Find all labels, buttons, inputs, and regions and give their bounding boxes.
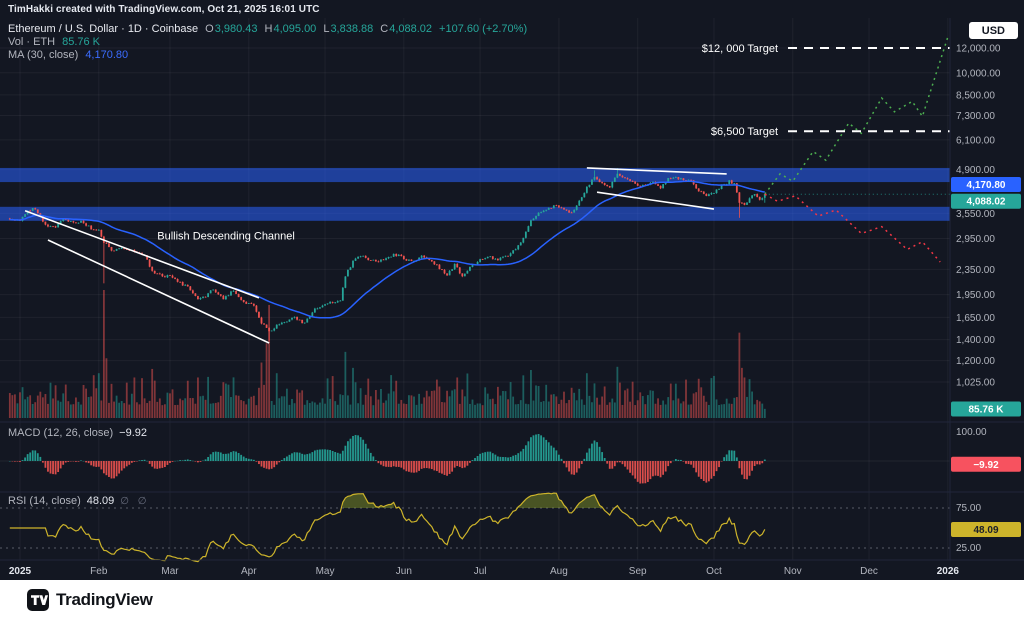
ma-label[interactable]: MA (30, close) [8,48,79,61]
rsi-legend: RSI (14, close) 48.09 ∅ ∅ [8,495,149,507]
candles [8,168,766,341]
svg-text:7,300.00: 7,300.00 [956,111,995,122]
volume-label[interactable]: Vol · ETH [8,35,56,48]
ohlc-open: O 3,980.43 [205,22,258,35]
svg-text:Jul[interactable]: Jul [474,566,487,577]
svg-text:10,000.00: 10,000.00 [956,68,1001,79]
footer-bar: TradingView [0,580,1024,620]
hidden-indicator-icons[interactable]: ∅ ∅ [120,495,150,507]
svg-text:Oct[interactable]: Oct [706,566,722,577]
chart-background [0,18,1024,580]
svg-text:May[interactable]: May [316,566,335,577]
price-axis-labels: 12,000.00 10,000.00 8,500.00 7,300.00 6,100.… [956,44,1001,389]
volume-value: 85.76 K [62,35,100,48]
svg-text:75.00: 75.00 [956,503,981,514]
ohlc-low: L 3,838.88 [323,22,374,35]
trend-channel-lines [24,167,727,344]
svg-text:100.00: 100.00 [956,427,987,438]
main-legend: Ethereum / U.S. Dollar · 1D · Coinbase O… [8,22,527,61]
svg-text:6,100.00: 6,100.00 [956,135,995,146]
svg-text:1,200.00: 1,200.00 [956,356,995,367]
svg-text:Aug[interactable]: Aug [550,566,568,577]
svg-text:2,950.00: 2,950.00 [956,234,995,245]
svg-text:−9.92: −9.92 [973,460,999,471]
price-target-annotations: $12, 000 Target $6,500 Target [702,43,950,138]
rsi-label[interactable]: RSI (14, close) [8,495,81,507]
svg-text:85.76 K: 85.76 K [968,405,1004,416]
tradingview-logo-icon [27,589,49,611]
bullish-projection-path[interactable] [764,36,949,195]
svg-text:8,500.00: 8,500.00 [956,90,995,101]
volume-legend-row: Vol · ETH 85.76 K [8,35,527,48]
symbol-row: Ethereum / U.S. Dollar · 1D · Coinbase O… [8,22,527,35]
axis-badges: 4,170.80 4,088.02 85.76 K −9.92 48.09 [951,176,1021,538]
ohlc-close: C 4,088.02 [380,22,433,35]
channel-label: Bullish Descending Channel [157,230,295,242]
svg-text:2,350.00: 2,350.00 [956,265,995,276]
attribution-bar: TimHakki created with TradingView.com, O… [0,0,1024,18]
target-label: $6,500 Target [711,126,778,138]
svg-text:4,088.02: 4,088.02 [967,197,1006,208]
rsi-line [9,492,766,563]
macd-label[interactable]: MACD (12, 26, close) [8,427,114,439]
ohlc-high: H 4,095.00 [264,22,317,35]
svg-text:4,900.00: 4,900.00 [956,165,995,176]
tradingview-logo[interactable]: TradingView [27,589,153,611]
volume-bars [8,290,766,418]
rsi-pane: 75.00 25.00 [0,492,981,563]
ma-value: 4,170.80 [85,48,129,61]
svg-text:3,550.00: 3,550.00 [956,209,995,220]
svg-text:12,000.00: 12,000.00 [956,44,1001,55]
rsi-value: 48.09 [86,495,115,507]
currency-usd-button[interactable]: USD [968,22,1018,39]
svg-text:Feb[interactable]: Feb [90,566,108,577]
macd-legend: MACD (12, 26, close) −9.92 [8,427,147,439]
svg-text:1,950.00: 1,950.00 [956,290,995,301]
time-axis-labels: 2025 Feb Mar Apr May Jun Jul Aug Sep Oct Nov Dec 202… [9,566,960,577]
ohlc-change: +107.60 (+2.70%) [439,22,528,35]
rsi-overbought-fill [342,493,618,508]
symbol-title[interactable]: Ethereum / U.S. Dollar · 1D · Coinbase [8,22,199,35]
ma-30-line [9,180,765,319]
svg-text:25.00: 25.00 [956,543,981,554]
attribution-text: TimHakki created with TradingView.com, O… [8,3,320,15]
svg-text:1,400.00: 1,400.00 [956,335,995,346]
svg-text:Nov[interactable]: Nov [784,566,802,577]
bearish-projection-path[interactable] [764,193,941,263]
macd-value: −9.92 [119,427,147,439]
svg-text:48.09: 48.09 [973,525,998,536]
pane-separators [0,18,1024,561]
svg-text:Mar[interactable]: Mar [161,566,179,577]
svg-text:Sep[interactable]: Sep [629,566,647,577]
ma-legend-row: MA (30, close) 4,170.80 [8,48,527,61]
tradingview-logo-text: TradingView [56,590,153,609]
svg-text:Jun[interactable]: Jun [396,566,412,577]
macd-pane: 100.00 [0,427,987,484]
svg-text:1,025.00: 1,025.00 [956,377,995,388]
svg-text:Dec[interactable]: Dec [860,566,878,577]
svg-text:2026[interactable]: 2026 [937,566,960,577]
svg-text:1,650.00: 1,650.00 [956,313,995,324]
svg-text:4,170.80: 4,170.80 [967,180,1006,191]
target-label: $12, 000 Target [702,43,778,55]
svg-text:Apr[interactable]: Apr [241,566,257,577]
chart-canvas[interactable]: $12, 000 Target $6,500 Target Bullish Desc… [0,18,1024,580]
support-resistance-bands [0,167,950,221]
svg-text:2025[interactable]: 2025 [9,566,32,577]
